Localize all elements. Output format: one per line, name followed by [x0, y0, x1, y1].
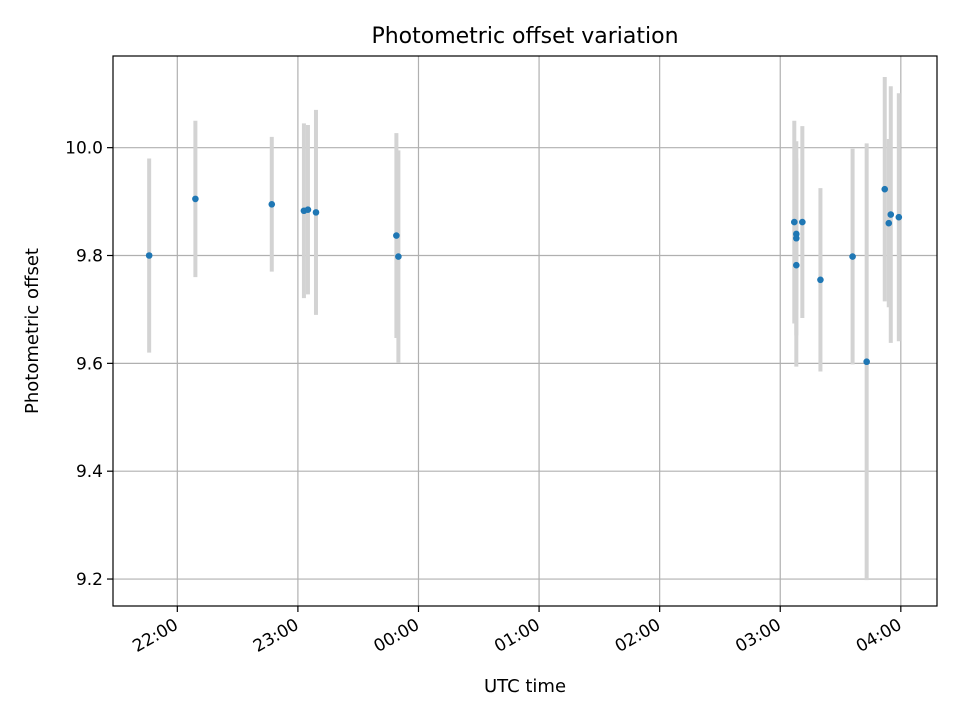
data-point: [393, 232, 400, 239]
data-point: [881, 185, 889, 193]
data-point: [192, 195, 199, 203]
grid-lines: [113, 56, 937, 606]
x-tick-label: 04:00: [853, 615, 905, 657]
data-point: [395, 253, 402, 260]
data-point: [817, 276, 824, 284]
x-tick-label: 00:00: [371, 615, 423, 657]
y-axis-ticks: 9.2 9.4 9.6 9.8 10.0: [65, 139, 113, 590]
data-point: [895, 213, 903, 221]
error-bars: [147, 77, 901, 581]
x-axis-label: UTC time: [484, 676, 566, 697]
data-point: [791, 218, 798, 226]
x-tick-label: 03:00: [732, 615, 784, 657]
data-point: [887, 211, 895, 218]
y-tick-label: 9.6: [76, 354, 103, 374]
y-tick-label: 10.0: [65, 139, 103, 159]
y-axis-label: Photometric offset: [22, 248, 43, 414]
x-axis-ticks: 22:00 23:00 00:00 01:00 02:00 03:00 04:00: [129, 606, 905, 657]
x-tick-label: 22:00: [129, 615, 181, 657]
data-point: [304, 206, 312, 213]
x-tick-label: 02:00: [612, 615, 664, 657]
data-point: [849, 253, 856, 260]
chart-title: Photometric offset variation: [371, 24, 678, 49]
plot-frame: [112, 55, 938, 607]
data-points: [145, 185, 903, 366]
y-tick-label: 9.8: [76, 247, 103, 267]
data-point: [885, 219, 893, 227]
data-point: [793, 261, 800, 269]
x-tick-label: 01:00: [491, 615, 543, 657]
data-point: [799, 218, 806, 226]
data-point: [312, 209, 320, 216]
data-point: [863, 358, 870, 366]
data-point: [145, 252, 153, 259]
data-point: [268, 200, 276, 208]
y-tick-label: 9.2: [76, 570, 103, 590]
data-point: [793, 234, 800, 242]
y-tick-label: 9.4: [76, 462, 103, 482]
x-tick-label: 23:00: [250, 615, 302, 657]
